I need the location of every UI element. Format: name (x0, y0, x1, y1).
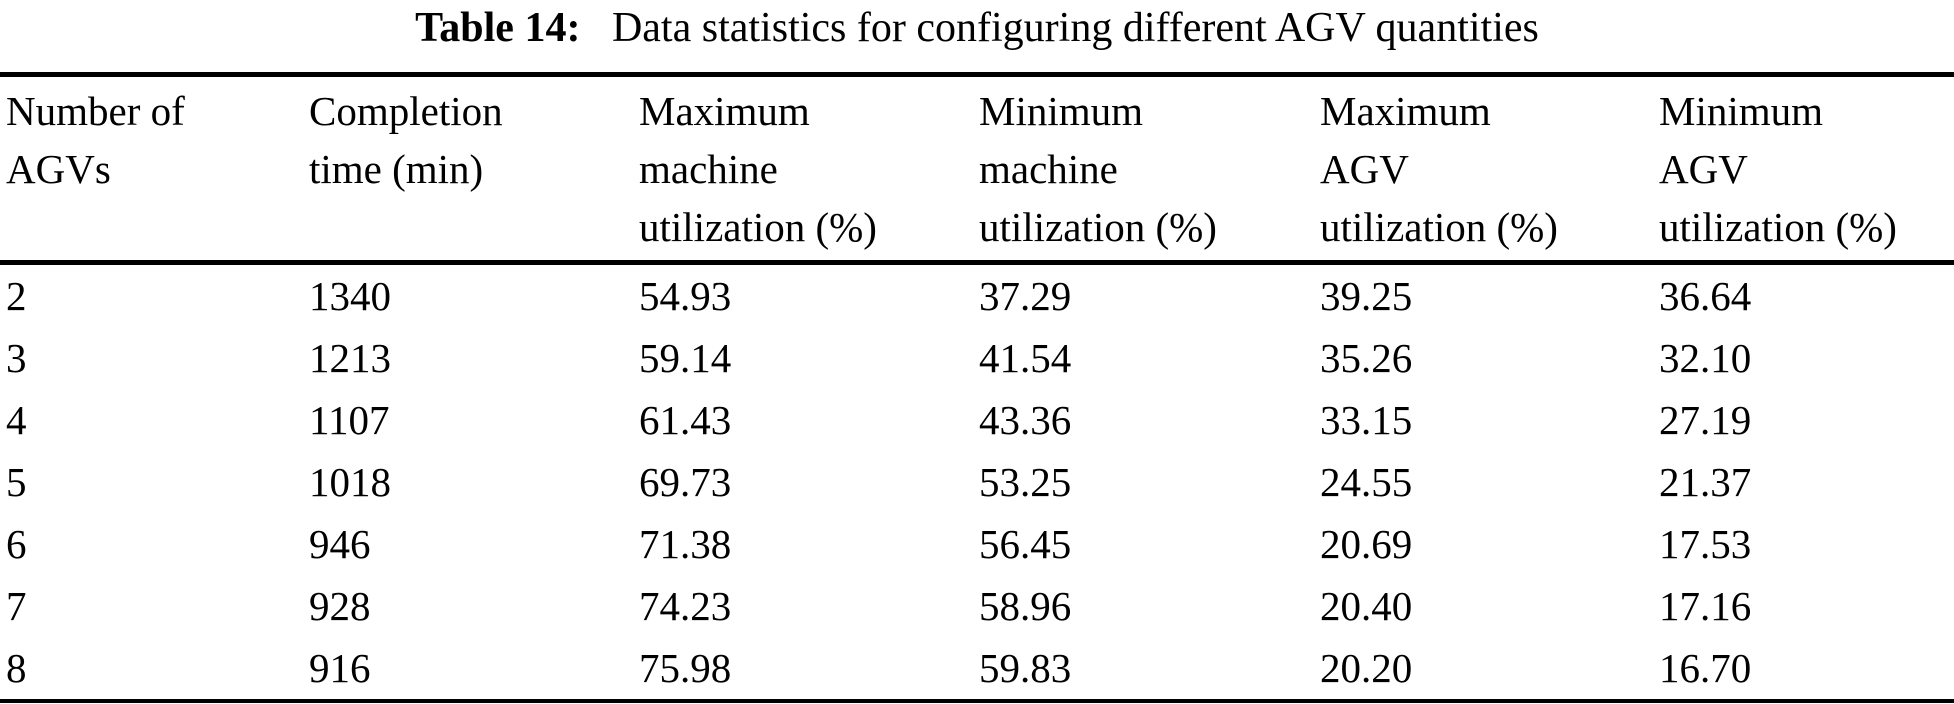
column-header-max-agv-utilization: Maximum AGV utilization (%) (1314, 74, 1653, 265)
table-cell: 37.29 (979, 273, 1072, 319)
table-cell: 1213 (309, 335, 391, 381)
table-caption: Table 14: Data statistics for configurin… (0, 0, 1954, 52)
table-cell: 1107 (309, 397, 390, 443)
table-cell: 75.98 (639, 645, 732, 691)
table-cell: 36.64 (1659, 273, 1752, 319)
table-row: 3 1213 59.14 41.54 35.26 32.10 (0, 327, 1954, 389)
table-row: 5 1018 69.73 53.25 24.55 21.37 (0, 451, 1954, 513)
table-cell: 59.83 (979, 645, 1072, 691)
column-header-number-of-agvs: Number of AGVs (0, 74, 303, 265)
column-header-completion-time: Completion time (min) (303, 74, 633, 265)
table-body: 2 1340 54.93 37.29 39.25 36.64 3 1213 59… (0, 263, 1954, 702)
table-row: 6 946 71.38 56.45 20.69 17.53 (0, 513, 1954, 575)
table-row: 8 916 75.98 59.83 20.20 16.70 (0, 637, 1954, 701)
table-cell: 20.69 (1320, 521, 1413, 567)
table-cell: 32.10 (1659, 335, 1752, 381)
table-cell: 71.38 (639, 521, 732, 567)
table-cell: 6 (6, 521, 27, 567)
table-cell: 8 (6, 645, 27, 691)
table-header: Number of AGVs Completion time (min) Max… (0, 74, 1954, 265)
table-cell: 24.55 (1320, 459, 1413, 505)
table-cell: 54.93 (639, 273, 732, 319)
table-cell: 43.36 (979, 397, 1072, 443)
table-cell: 33.15 (1320, 397, 1413, 443)
table-cell: 5 (6, 459, 27, 505)
table-row: 2 1340 54.93 37.29 39.25 36.64 (0, 263, 1954, 328)
column-header-max-machine-utilization: Maximum machine utilization (%) (633, 74, 973, 265)
table-cell: 74.23 (639, 583, 732, 629)
table-cell: 3 (6, 335, 27, 381)
table-cell: 17.16 (1659, 583, 1752, 629)
table-caption-text: Data statistics for configuring differen… (611, 5, 1539, 51)
table-row: 7 928 74.23 58.96 20.40 17.16 (0, 575, 1954, 637)
table-cell: 4 (6, 397, 27, 443)
table-cell: 946 (309, 521, 371, 567)
data-table: Number of AGVs Completion time (min) Max… (0, 72, 1954, 703)
table-caption-label: Table 14: (415, 5, 581, 51)
caption-spacer (591, 5, 612, 51)
table-cell: 69.73 (639, 459, 732, 505)
table-row: 4 1107 61.43 43.36 33.15 27.19 (0, 389, 1954, 451)
table-cell: 56.45 (979, 521, 1072, 567)
table-cell: 21.37 (1659, 459, 1752, 505)
column-header-min-agv-utilization: Minimum AGV utilization (%) (1653, 74, 1954, 265)
table-cell: 17.53 (1659, 521, 1752, 567)
table-cell: 41.54 (979, 335, 1072, 381)
table-cell: 20.20 (1320, 645, 1413, 691)
table-cell: 916 (309, 645, 371, 691)
table-cell: 39.25 (1320, 273, 1413, 319)
column-header-min-machine-utilization: Minimum machine utilization (%) (973, 74, 1314, 265)
table-cell: 27.19 (1659, 397, 1752, 443)
table-cell: 2 (6, 273, 27, 319)
table-cell: 35.26 (1320, 335, 1413, 381)
table-cell: 58.96 (979, 583, 1072, 629)
table-cell: 61.43 (639, 397, 732, 443)
table-cell: 20.40 (1320, 583, 1413, 629)
table-cell: 53.25 (979, 459, 1072, 505)
header-row: Number of AGVs Completion time (min) Max… (0, 74, 1954, 265)
table-cell: 7 (6, 583, 27, 629)
table-cell: 928 (309, 583, 371, 629)
table-cell: 59.14 (639, 335, 732, 381)
table-cell: 1018 (309, 459, 391, 505)
table-cell: 16.70 (1659, 645, 1752, 691)
table-cell: 1340 (309, 273, 391, 319)
